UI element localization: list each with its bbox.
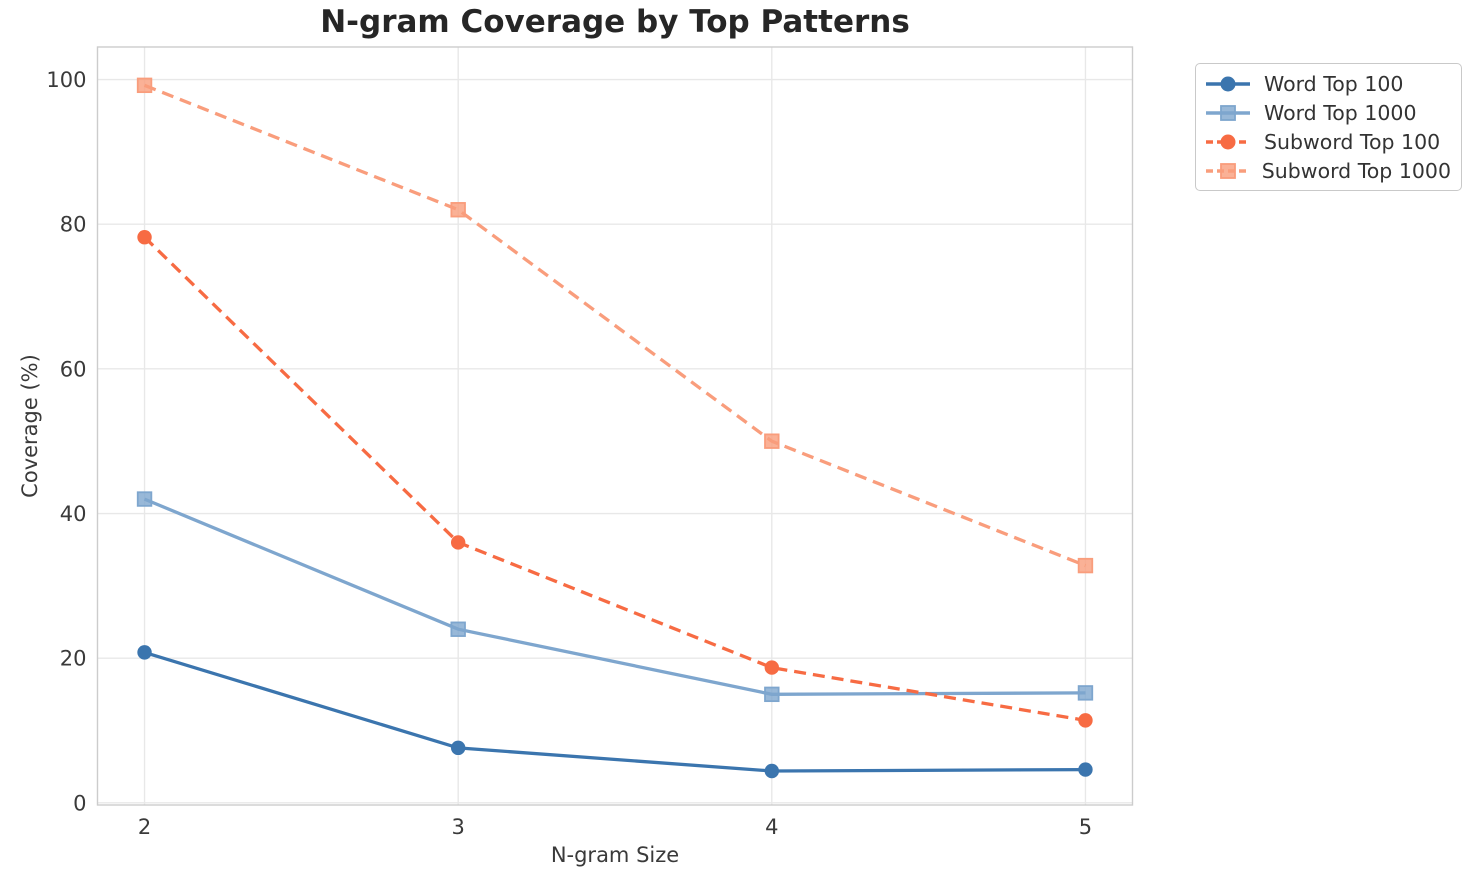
legend-item: Subword Top 100 bbox=[1205, 127, 1451, 156]
legend-line-sample-icon bbox=[1206, 162, 1249, 179]
legend-item-label: Word Top 1000 bbox=[1264, 100, 1417, 125]
data-point-marker bbox=[764, 660, 780, 675]
y-tick-label: 60 bbox=[60, 357, 87, 381]
series-line bbox=[143, 83, 1087, 568]
legend: Word Top 100 Word Top 1000 Subword Top 1… bbox=[1195, 63, 1462, 191]
plot-border bbox=[96, 46, 1134, 806]
data-point-marker bbox=[136, 491, 153, 507]
legend-line-sample-icon bbox=[1206, 134, 1250, 149]
x-tick-label: 5 bbox=[1079, 815, 1092, 839]
y-tick-label: 40 bbox=[60, 502, 87, 526]
legend-line-sample-icon bbox=[1206, 104, 1250, 121]
series-line bbox=[144, 650, 1086, 773]
legend-item-label: Subword Top 100 bbox=[1264, 129, 1441, 154]
legend-item-label: Subword Top 1000 bbox=[1261, 158, 1451, 183]
legend-item: Word Top 100 bbox=[1205, 69, 1451, 98]
series-line bbox=[143, 497, 1086, 696]
data-point-marker bbox=[450, 202, 466, 218]
data-point-marker bbox=[137, 230, 152, 245]
data-point-marker bbox=[450, 621, 466, 637]
x-tick-label: 2 bbox=[138, 815, 151, 839]
data-point-marker bbox=[764, 433, 780, 449]
legend-item: Subword Top 1000 bbox=[1205, 156, 1451, 185]
chart-title: N-gram Coverage by Top Patterns bbox=[320, 4, 910, 40]
y-tick-label: 100 bbox=[46, 68, 86, 92]
data-point-marker bbox=[450, 740, 466, 756]
data-point-marker bbox=[764, 686, 780, 703]
x-axis-label: N-gram Size bbox=[550, 843, 680, 867]
data-point-marker bbox=[137, 645, 152, 660]
data-point-marker bbox=[450, 535, 466, 550]
data-point-marker bbox=[1077, 685, 1094, 701]
data-point-marker bbox=[1078, 713, 1093, 728]
data-point-marker bbox=[1077, 557, 1094, 574]
legend-item: Word Top 1000 bbox=[1205, 98, 1451, 127]
legend-item-label: Word Top 100 bbox=[1264, 71, 1404, 96]
data-point-marker bbox=[136, 77, 153, 94]
y-axis-label: Coverage (%) bbox=[18, 354, 42, 498]
data-point-marker bbox=[764, 763, 780, 779]
series-line bbox=[143, 236, 1086, 723]
y-tick-label: 80 bbox=[60, 213, 87, 237]
x-tick-label: 4 bbox=[765, 815, 778, 839]
legend-line-sample-icon bbox=[1206, 76, 1250, 91]
x-tick-label: 3 bbox=[451, 815, 464, 839]
data-point-marker bbox=[1078, 762, 1093, 777]
y-tick-label: 20 bbox=[60, 647, 87, 671]
y-tick-label: 0 bbox=[73, 791, 86, 815]
